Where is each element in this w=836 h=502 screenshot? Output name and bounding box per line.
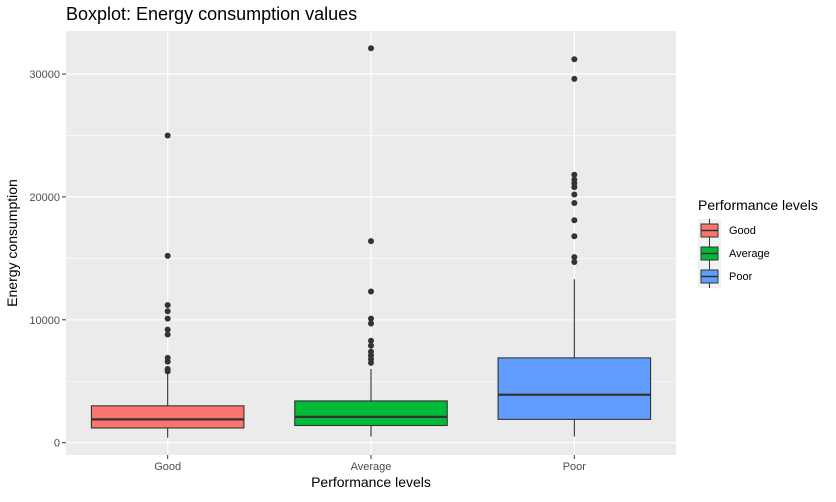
y-tick-label: 0 <box>54 438 60 450</box>
legend-item-poor: Poor <box>698 265 753 288</box>
outlier-point <box>164 308 171 315</box>
outlier-point <box>164 252 171 259</box>
outlier-point <box>571 56 578 63</box>
box-average <box>294 45 448 437</box>
outlier-point <box>368 45 374 52</box>
x-tick-label: Average <box>351 461 392 473</box>
x-axis: Good Average Poor <box>154 455 586 473</box>
outlier-point <box>571 200 578 207</box>
outlier-point <box>571 191 578 198</box>
y-tick-label: 10000 <box>29 315 60 327</box>
outlier-point <box>368 315 374 322</box>
outlier-point <box>571 233 578 240</box>
box-poor <box>497 56 652 437</box>
outlier-point <box>164 315 171 322</box>
legend-item-average: Average <box>698 242 770 265</box>
outlier-point <box>571 259 578 266</box>
y-axis-title: Energy consumption <box>4 179 20 307</box>
outlier-point <box>368 288 374 295</box>
legend-label: Poor <box>729 271 753 283</box>
x-axis-title: Performance levels <box>311 474 431 490</box>
boxes <box>90 45 652 438</box>
outlier-point <box>164 354 171 361</box>
chart-title: Boxplot: Energy consumption values <box>66 4 357 24</box>
box-iqr <box>90 405 245 429</box>
y-axis: 0 10000 20000 30000 <box>29 69 66 450</box>
outlier-point <box>164 132 171 139</box>
box-good <box>90 132 245 438</box>
outlier-point <box>571 176 578 183</box>
outlier-point <box>368 348 374 355</box>
outlier-point <box>368 337 374 344</box>
box-iqr <box>294 400 448 427</box>
legend-label: Good <box>729 225 756 237</box>
outlier-point <box>571 171 578 178</box>
outlier-point <box>368 320 374 327</box>
legend-title: Performance levels <box>698 197 818 213</box>
y-tick-label: 30000 <box>29 69 60 81</box>
legend-label: Average <box>729 248 770 260</box>
outlier-point <box>164 365 171 372</box>
outlier-point <box>571 75 578 82</box>
legend: Performance levels Good Average Poor <box>698 197 818 288</box>
outlier-point <box>571 254 578 261</box>
outlier-point <box>368 342 374 349</box>
y-tick-label: 20000 <box>29 192 60 204</box>
x-tick-label: Poor <box>563 461 587 473</box>
outlier-point <box>571 217 578 224</box>
outlier-point <box>164 326 171 333</box>
outlier-point <box>164 331 171 338</box>
outlier-point <box>164 302 171 309</box>
x-tick-label: Good <box>154 461 181 473</box>
box-iqr <box>497 357 652 420</box>
outlier-point <box>368 238 374 245</box>
legend-item-good: Good <box>698 219 756 242</box>
